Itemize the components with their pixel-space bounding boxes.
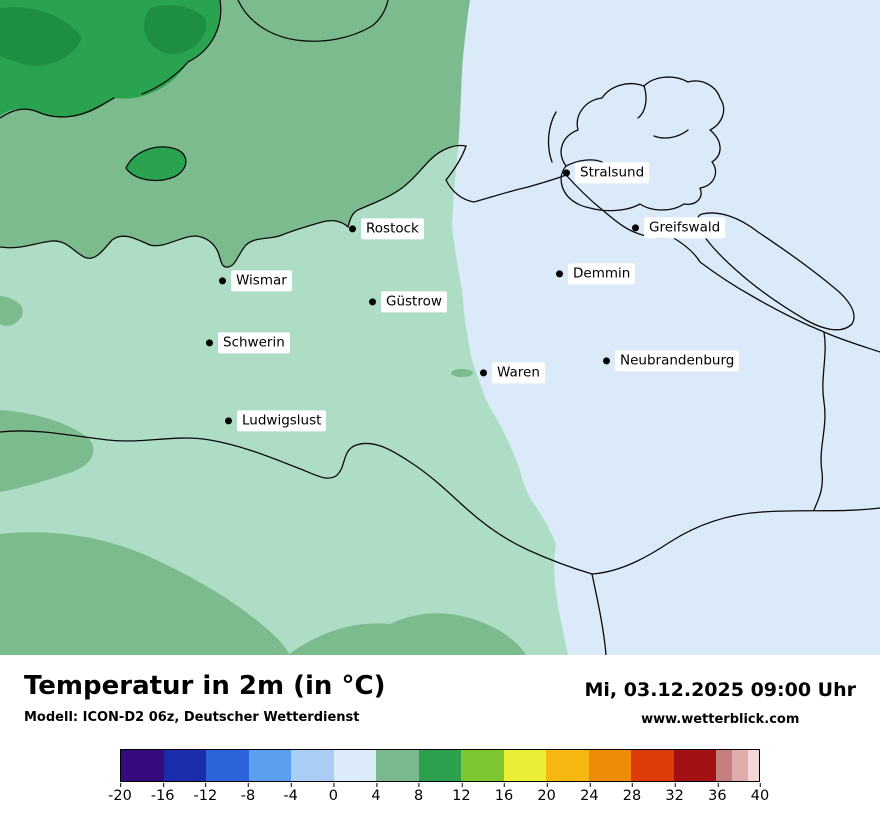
- border-northeast: [591, 507, 880, 575]
- colorbar-tick-label: 0: [328, 783, 338, 804]
- city-dot: [349, 225, 356, 233]
- border-east-poland: [813, 331, 826, 511]
- city-marker: Güstrow: [369, 291, 447, 313]
- city-label: Stralsund: [575, 162, 650, 184]
- coastline-darss-east: [445, 145, 567, 203]
- temperature-colorbar: [120, 749, 760, 782]
- colorbar-tick-label: 20: [537, 783, 556, 804]
- colorbar-tick-label: 36: [708, 783, 727, 804]
- city-label: Neubrandenburg: [615, 350, 740, 372]
- coastline-denmark-2: [141, 0, 222, 95]
- colorbar-segment: [503, 750, 547, 781]
- city-marker: Waren: [480, 362, 545, 384]
- island-hiddensee: [547, 111, 557, 163]
- website-label: www.wetterblick.com: [641, 712, 800, 727]
- city-label: Schwerin: [218, 332, 290, 354]
- colorbar-tick-label: -8: [240, 783, 256, 804]
- colorbar-tick-label: -20: [108, 783, 132, 804]
- city-dot: [632, 224, 639, 232]
- city-label: Waren: [492, 362, 545, 384]
- colorbar-tick-label: 40: [750, 783, 770, 804]
- border-south: [0, 430, 593, 575]
- colorbar-segment: [588, 750, 632, 781]
- colorbar-segment: [206, 750, 249, 781]
- city-marker: Neubrandenburg: [603, 350, 740, 372]
- city-marker: Schwerin: [206, 332, 290, 354]
- colorbar-segment: [461, 750, 504, 781]
- colorbar-segment: [673, 750, 717, 781]
- temperature-legend: -20 -16 -12 -8 -4 0 4 8 12 16 20 24 28 32 36 40: [108, 749, 769, 808]
- colorbar-tick-label: -12: [193, 783, 218, 804]
- colorbar-tick-label: 12: [452, 783, 471, 804]
- city-marker: Ludwigslust: [225, 410, 327, 432]
- lake-mueritz: [451, 369, 473, 377]
- city-dot: [206, 339, 213, 347]
- city-dot: [480, 369, 487, 377]
- island-ruegen-outline: [560, 76, 725, 212]
- page-title: Temperatur in 2m (in °C): [24, 671, 386, 701]
- colorbar-tick-label: 28: [622, 783, 642, 804]
- colorbar-segment: [121, 750, 164, 781]
- colorbar-tick-label: 4: [371, 783, 381, 804]
- island-ruegen-bodden-lines: [565, 85, 689, 167]
- city-dot: [563, 169, 570, 177]
- info-panel: Temperatur in 2m (in °C) Modell: ICON-D2…: [0, 655, 880, 808]
- city-label: Güstrow: [381, 291, 447, 313]
- coastline-southeast: [671, 236, 880, 353]
- region-cold-east: [452, 0, 880, 655]
- city-dot: [219, 277, 226, 285]
- colorbar-tick-label: -16: [150, 783, 175, 804]
- city-marker: Stralsund: [563, 162, 650, 184]
- weather-map: Stralsund Greifswald Rostock Wismar Demmin Gü…: [0, 0, 880, 655]
- datetime-label: Mi, 03.12.2025 09:00 Uhr: [584, 679, 856, 701]
- city-marker: Greifswald: [632, 217, 726, 239]
- colorbar-tick-label: -4: [283, 783, 298, 804]
- colorbar-tick-label: 24: [580, 783, 599, 804]
- coastline-denmark-1: [0, 97, 115, 119]
- colorbar-segment: [546, 750, 589, 781]
- city-marker: Rostock: [349, 218, 424, 240]
- colorbar-ticks: -20 -16 -12 -8 -4 0 4 8 12 16 20 24 28 32 36 40: [108, 783, 769, 808]
- region-warm-green-dark-1: [0, 7, 82, 66]
- coastline-denmark-3: [237, 0, 389, 42]
- border-drop-south: [591, 573, 607, 655]
- city-marker: Demmin: [556, 263, 636, 285]
- colorbar-segment: [291, 750, 334, 781]
- city-dot: [556, 270, 563, 278]
- colorbar-segment: [631, 750, 674, 781]
- city-label: Greifswald: [644, 217, 726, 239]
- coastline-denmark-island: [125, 146, 187, 182]
- region-warm-green-island: [126, 146, 186, 181]
- colorbar-tick-label: 8: [414, 783, 424, 804]
- colorbar-segment: [418, 750, 462, 781]
- colorbar-segment: [376, 750, 419, 781]
- colorbar-segment: [333, 750, 377, 781]
- colorbar-segment: [748, 750, 759, 781]
- city-layer: Stralsund Greifswald Rostock Wismar Demmin Gü…: [206, 162, 740, 432]
- region-warm-green-dark-2: [144, 5, 207, 55]
- city-dot: [225, 417, 232, 425]
- colorbar-segment: [732, 750, 749, 781]
- colorbar-segment: [163, 750, 207, 781]
- model-info: Modell: ICON-D2 06z, Deutscher Wetterdie…: [24, 710, 360, 725]
- city-marker: Wismar: [219, 270, 292, 292]
- region-cool-patch-bottomleft: [0, 532, 290, 655]
- city-dot: [603, 357, 610, 365]
- city-label: Rostock: [361, 218, 424, 240]
- coastline-west: [0, 144, 467, 268]
- city-label: Ludwigslust: [237, 410, 327, 432]
- city-label: Demmin: [568, 263, 636, 285]
- colorbar-tick-label: 16: [494, 783, 514, 804]
- colorbar-tick-label: 32: [665, 783, 684, 804]
- region-cool-patch-bottomcenter: [288, 613, 526, 655]
- region-cool-patch-small: [0, 296, 23, 326]
- colorbar-segment: [248, 750, 292, 781]
- city-label: Wismar: [231, 270, 292, 292]
- colorbar-segment: [716, 750, 733, 781]
- city-dot: [369, 298, 376, 306]
